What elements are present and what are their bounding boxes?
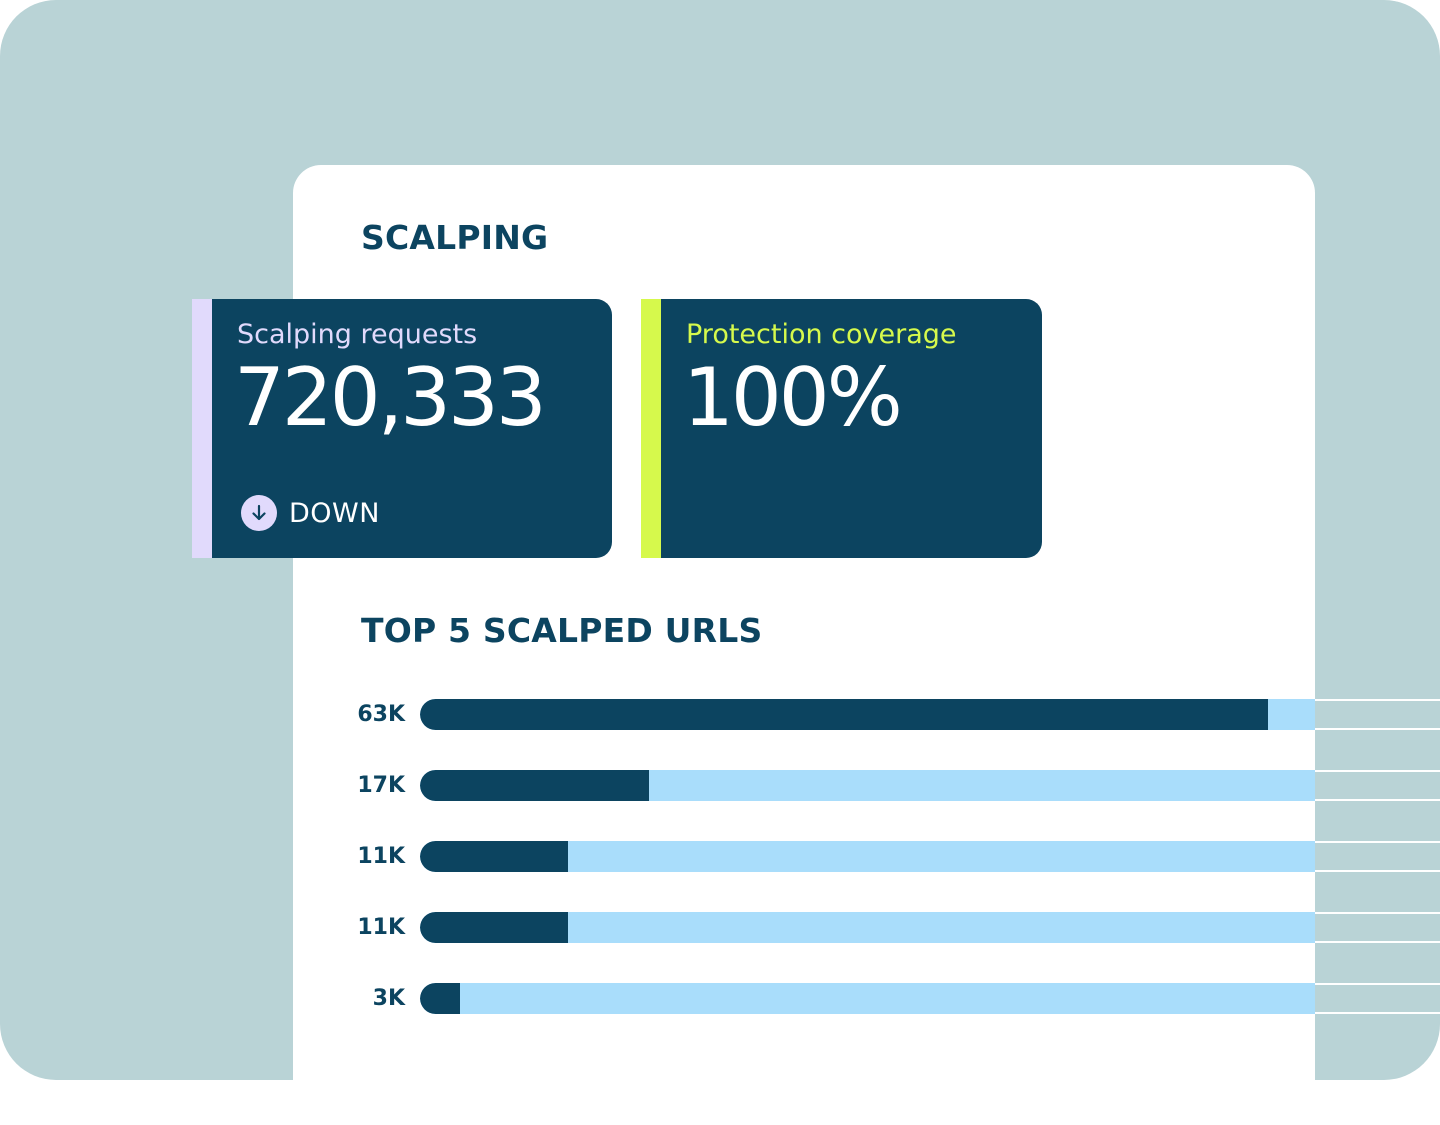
metric-card-scalping-requests: Scalping requests 720,333 DOWN	[192, 299, 612, 558]
bar-row: 3K	[345, 983, 1315, 1014]
guide-line	[1315, 770, 1440, 772]
guide-line	[1315, 728, 1440, 730]
metric-value: 720,333	[234, 351, 547, 444]
chart-title: TOP 5 SCALPED URLS	[361, 611, 763, 650]
bar-value-label: 11K	[357, 844, 405, 869]
bar	[420, 699, 1268, 730]
metric-label: Protection coverage	[686, 319, 957, 350]
guide-line	[1315, 912, 1440, 914]
guide-line	[1315, 699, 1440, 701]
metric-value: 100%	[683, 351, 903, 444]
bar-track	[420, 912, 1315, 943]
bar-value-label: 17K	[357, 773, 405, 798]
trend-label: DOWN	[289, 497, 380, 529]
bar-value-label: 11K	[357, 915, 405, 940]
guide-line	[1315, 841, 1440, 843]
bar-chart: 63K 17K 11K 11K 3K	[345, 699, 1315, 1054]
arrow-down-circle-icon	[241, 495, 277, 531]
bar-track	[420, 770, 1315, 801]
bar	[420, 770, 649, 801]
bar-row: 11K	[345, 841, 1315, 872]
bar-value-label: 63K	[357, 702, 405, 727]
bar	[420, 912, 568, 943]
guide-line	[1315, 941, 1440, 943]
guide-line	[1315, 983, 1440, 985]
bar-track	[420, 983, 1315, 1014]
metric-label: Scalping requests	[237, 319, 478, 350]
guide-line	[1315, 799, 1440, 801]
guide-line	[1315, 1012, 1440, 1014]
bar-row: 17K	[345, 770, 1315, 801]
bar-row: 11K	[345, 912, 1315, 943]
bar-row: 63K	[345, 699, 1315, 730]
metric-card-protection-coverage: Protection coverage 100%	[641, 299, 1042, 558]
section-title-scalping: SCALPING	[361, 218, 549, 257]
bar	[420, 983, 460, 1014]
bar-track	[420, 699, 1315, 730]
bar	[420, 841, 568, 872]
guide-line	[1315, 870, 1440, 872]
bar-value-label: 3K	[372, 986, 405, 1011]
trend-indicator: DOWN	[241, 495, 380, 531]
bar-track	[420, 841, 1315, 872]
